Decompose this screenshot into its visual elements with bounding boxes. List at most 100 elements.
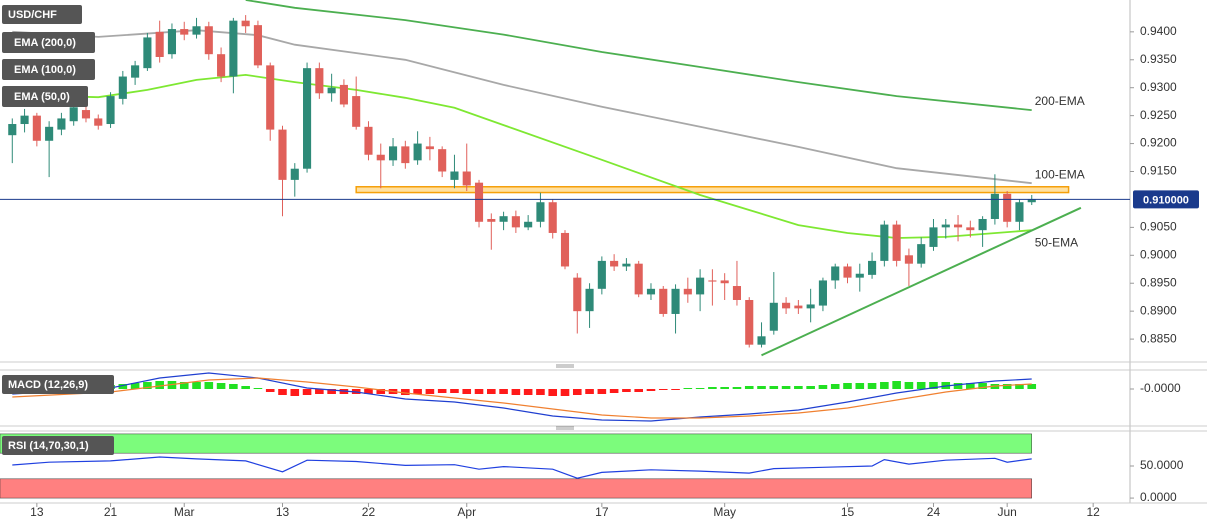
macd-histogram-bar — [118, 384, 128, 389]
macd-histogram-bar — [880, 382, 889, 389]
macd-histogram-bar — [720, 387, 729, 389]
candle-body — [671, 288, 680, 314]
indicator-label: RSI (14,70,30,1) — [8, 440, 89, 452]
y-tick-label: 0.8900 — [1140, 303, 1177, 317]
candle-body — [462, 171, 471, 186]
macd-histogram-bar — [634, 389, 643, 392]
macd-histogram-bar — [130, 383, 140, 389]
ema-annotation: 100-EMA — [1035, 167, 1085, 181]
macd-histogram-bar — [695, 388, 705, 389]
legend-box — [2, 32, 95, 53]
x-tick-label: Jun — [997, 505, 1016, 519]
macd-histogram-bar — [867, 383, 877, 389]
x-tick-label: 24 — [927, 505, 941, 519]
rsi-band — [0, 433, 1032, 454]
candle-body — [659, 288, 668, 314]
candle-body — [634, 263, 643, 295]
candle-body — [118, 76, 127, 99]
y-tick-label: 0.8950 — [1140, 275, 1177, 289]
candle-body — [610, 260, 619, 267]
y-tick-label: 0.0000 — [1140, 490, 1177, 504]
macd-histogram-bar — [744, 386, 754, 389]
support-zone — [355, 186, 1070, 194]
candle-body — [990, 193, 999, 219]
y-tick-label: 0.9000 — [1140, 247, 1177, 261]
candle-body — [20, 115, 29, 125]
indicator-label-box — [2, 5, 82, 24]
legend-entry: EMA (100,0) — [14, 64, 76, 76]
x-tick-label: 17 — [595, 505, 609, 519]
macd-histogram-bar — [597, 389, 607, 394]
y-tick-label: 0.9050 — [1140, 220, 1177, 234]
candle-body — [511, 216, 520, 228]
candle-body — [229, 20, 238, 77]
candle-body — [413, 143, 422, 161]
macd-histogram-bar — [916, 382, 926, 389]
candle-body — [683, 288, 692, 295]
candle-body — [548, 202, 557, 233]
macd-histogram-bar — [769, 386, 779, 389]
candle-body — [303, 68, 312, 169]
candle-body — [167, 29, 177, 55]
macd-histogram-bar — [708, 387, 717, 389]
candle-body — [155, 31, 164, 57]
indicator-label: USD/CHF — [8, 9, 57, 21]
candle-body — [474, 182, 484, 222]
macd-line — [12, 372, 1032, 422]
x-tick-label: Mar — [174, 505, 195, 519]
trend-line — [761, 206, 1082, 357]
candle-body — [253, 25, 262, 66]
y-tick-label: 0.9300 — [1140, 80, 1177, 94]
candle-body — [560, 232, 570, 267]
candle-body — [1027, 199, 1036, 203]
ema-annotation: 200-EMA — [1035, 94, 1085, 108]
macd-histogram-bar — [376, 389, 386, 394]
candle-body — [1015, 202, 1024, 222]
candle-body — [106, 96, 115, 125]
macd-histogram-bar — [794, 386, 803, 389]
macd-histogram-bar — [978, 383, 987, 389]
candle-body — [388, 146, 398, 161]
y-tick-label: -0.0000 — [1140, 381, 1181, 395]
candle-body — [438, 149, 447, 172]
candle-body — [315, 68, 324, 94]
candle-body — [69, 107, 78, 122]
candle-body — [966, 227, 975, 231]
macd-histogram-bar — [781, 386, 791, 389]
macd-histogram-bar — [253, 388, 263, 389]
candle-body — [573, 277, 582, 312]
candle-body — [1003, 193, 1012, 222]
candle-body — [241, 20, 250, 27]
candle-body — [94, 118, 103, 126]
candle-body — [204, 26, 213, 55]
candle-body — [266, 65, 275, 130]
legend-box — [2, 86, 88, 107]
macd-histogram-bar — [474, 389, 484, 394]
candle-body — [8, 124, 17, 136]
y-tick-label: 0.9250 — [1140, 108, 1177, 122]
candle-body — [843, 266, 852, 278]
rsi-line — [12, 456, 1032, 479]
candle-body — [81, 110, 91, 119]
macd-histogram-bar — [315, 389, 324, 394]
x-tick-label: 13 — [30, 505, 44, 519]
candle-body — [401, 146, 410, 164]
candle-body — [290, 168, 299, 180]
macd-histogram-bar — [241, 386, 250, 389]
macd-histogram-bar — [487, 389, 496, 394]
candle-body — [794, 305, 803, 309]
candle-body — [782, 302, 791, 309]
macd-line — [12, 377, 1032, 419]
rsi-band — [0, 478, 1032, 499]
ema-line — [12, 73, 1032, 239]
macd-histogram-bar — [523, 389, 533, 395]
legend-box — [2, 59, 95, 80]
macd-histogram-bar — [290, 389, 300, 396]
macd-histogram-bar — [499, 389, 508, 394]
macd-histogram-bar — [609, 389, 619, 393]
macd-histogram-bar — [437, 389, 447, 393]
macd-histogram-bar — [855, 383, 865, 389]
macd-histogram-bar — [646, 389, 656, 391]
indicator-label: MACD (12,26,9) — [8, 379, 88, 391]
macd-histogram-bar — [265, 389, 275, 392]
